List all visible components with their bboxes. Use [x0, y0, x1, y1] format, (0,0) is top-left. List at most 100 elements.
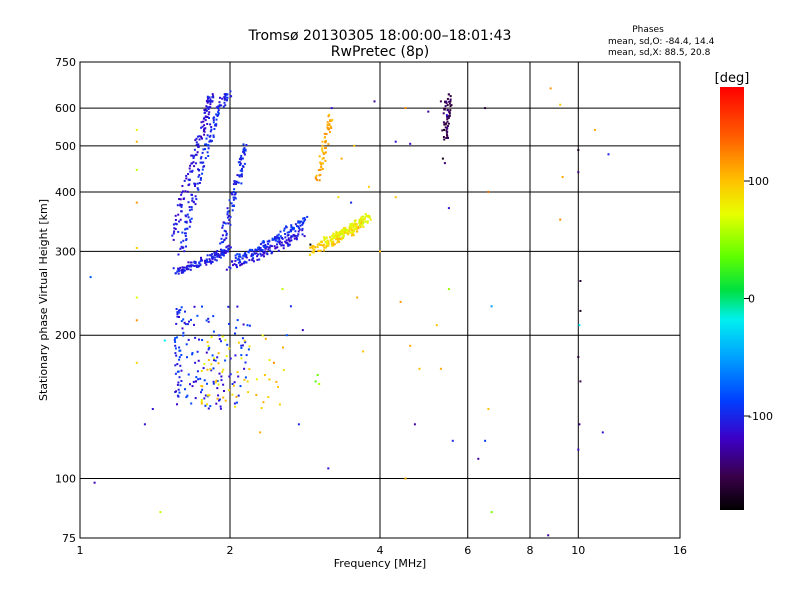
data-point	[259, 252, 262, 255]
data-point	[206, 123, 209, 125]
data-point	[208, 346, 211, 349]
data-point	[184, 266, 187, 269]
data-point	[135, 140, 138, 143]
data-point	[220, 340, 222, 343]
data-point	[188, 183, 191, 186]
data-point	[182, 334, 185, 337]
data-point	[174, 272, 177, 275]
data-point	[288, 240, 291, 243]
data-point	[186, 268, 188, 271]
data-point	[190, 318, 192, 321]
data-point	[303, 235, 306, 238]
data-point	[176, 363, 179, 366]
data-point	[234, 332, 236, 335]
data-point	[251, 253, 253, 256]
data-point	[263, 374, 266, 376]
data-point	[361, 223, 364, 226]
data-point	[487, 190, 490, 193]
data-point	[182, 239, 185, 242]
data-point	[221, 234, 224, 237]
data-point	[189, 261, 192, 264]
data-point	[549, 87, 552, 90]
data-point	[309, 246, 312, 249]
data-point	[263, 255, 265, 258]
data-point	[267, 248, 270, 251]
data-point	[200, 391, 202, 394]
data-point	[348, 227, 351, 230]
data-point	[222, 254, 225, 257]
data-point	[198, 338, 200, 341]
data-point	[342, 227, 345, 230]
data-point	[274, 236, 277, 238]
data-point	[226, 213, 229, 216]
data-point	[442, 136, 445, 138]
data-point	[178, 198, 181, 200]
data-point	[239, 255, 242, 258]
data-point	[232, 205, 235, 207]
data-point	[209, 405, 212, 408]
data-point	[200, 258, 203, 261]
data-point	[229, 373, 232, 376]
data-point	[210, 126, 213, 128]
data-point	[337, 196, 340, 199]
data-point	[320, 163, 323, 166]
data-point	[447, 207, 450, 210]
data-point	[236, 371, 239, 374]
data-point	[329, 120, 331, 123]
data-point	[250, 254, 253, 257]
data-point	[276, 234, 279, 237]
data-point	[294, 235, 297, 238]
data-point	[244, 149, 247, 152]
data-point	[223, 390, 225, 392]
data-point	[228, 322, 230, 325]
data-point	[232, 198, 235, 201]
data-point	[201, 137, 203, 140]
data-point	[214, 258, 217, 261]
data-point	[379, 250, 381, 253]
data-point	[268, 359, 271, 362]
data-point	[180, 354, 183, 356]
data-point	[275, 246, 278, 249]
data-point	[330, 120, 333, 122]
data-point	[264, 250, 267, 253]
data-point	[184, 310, 186, 313]
data-point	[362, 218, 365, 221]
data-point	[184, 220, 187, 223]
data-point	[284, 240, 287, 243]
stats-title: Phases	[632, 25, 664, 35]
data-point	[225, 246, 228, 249]
data-point	[325, 133, 328, 135]
data-point	[199, 377, 202, 380]
data-point	[176, 204, 179, 207]
data-point	[235, 401, 238, 404]
data-point	[219, 248, 222, 251]
data-point	[277, 233, 280, 236]
data-point	[235, 183, 237, 185]
data-point	[195, 380, 198, 383]
data-point	[205, 137, 208, 140]
data-point	[187, 216, 190, 219]
data-point	[287, 237, 290, 240]
data-point	[221, 97, 224, 100]
data-point	[248, 324, 251, 327]
data-point	[263, 241, 265, 244]
data-point	[226, 211, 229, 214]
data-point	[187, 268, 190, 271]
data-point	[353, 144, 356, 147]
data-point	[319, 168, 322, 171]
data-point	[351, 230, 354, 233]
data-point	[559, 103, 562, 106]
data-point	[236, 174, 239, 177]
data-point	[266, 245, 269, 248]
data-point	[578, 324, 581, 327]
data-point	[559, 218, 562, 221]
data-point	[203, 127, 206, 130]
data-point	[210, 336, 213, 339]
data-point	[316, 243, 319, 246]
data-point	[245, 144, 248, 146]
data-point	[349, 228, 352, 231]
x-axis-label: Frequency [MHz]	[334, 557, 426, 570]
data-point	[174, 364, 177, 367]
data-point	[223, 98, 226, 100]
data-point	[227, 248, 230, 251]
